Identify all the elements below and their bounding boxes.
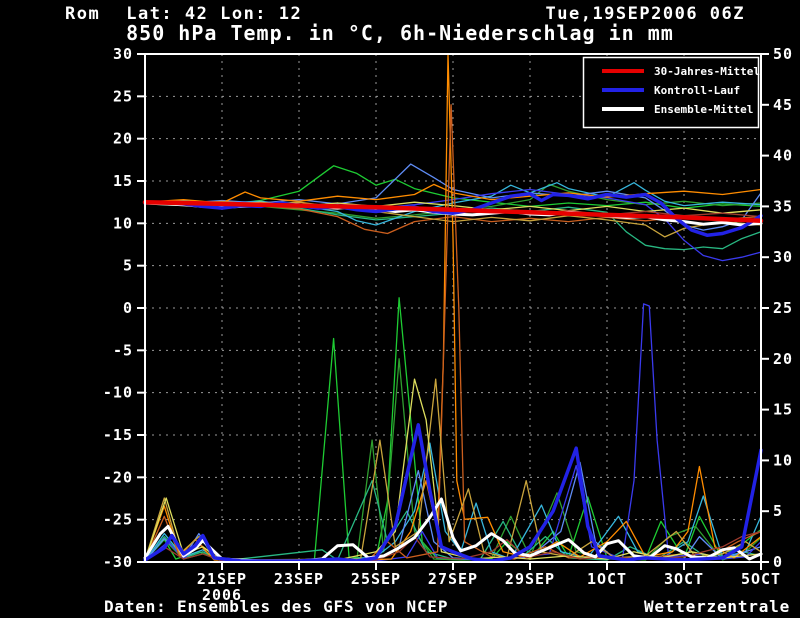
axis-label: -15 — [103, 426, 133, 444]
axis-label: -30 — [103, 553, 133, 571]
axis-label: 3OCT — [664, 570, 704, 588]
series-member-sky-blue-temp — [144, 163, 762, 231]
legend-label: Ensemble-Mittel — [654, 103, 753, 116]
axis-label: 25 — [773, 299, 793, 317]
axis-label: 5 — [123, 257, 133, 275]
axis-label: 29SEP — [505, 570, 555, 588]
axis-label: -5 — [113, 341, 133, 359]
legend-label: 30-Jahres-Mittel — [654, 65, 760, 78]
axis-label: 5OCT — [741, 570, 781, 588]
legend-label: Kontroll-Lauf — [654, 84, 740, 97]
axis-label: 25 — [113, 87, 133, 105]
axis-label: 1OCT — [587, 570, 627, 588]
location-name: Rom — [65, 4, 101, 24]
axis-label: 21SEP — [197, 570, 247, 588]
axis-label: 15 — [773, 401, 793, 419]
axis-label: 30 — [773, 248, 793, 266]
series-member-bright-green-temp — [144, 165, 762, 209]
page-title: 850 hPa Temp. in °C, 6h-Niederschlag in … — [126, 21, 674, 45]
axis-label: 10 — [773, 451, 793, 469]
axis-label: 50 — [773, 45, 793, 63]
axis-label: 23SEP — [274, 570, 324, 588]
axis-label: 30 — [113, 45, 133, 63]
axis-label: -20 — [103, 468, 133, 486]
axis-label: 45 — [773, 96, 793, 114]
header-location: Rom Lat: 42 Lon: 12 — [65, 4, 302, 24]
series-kontroll-lauf-niederschlag — [143, 423, 763, 563]
series-30-jahres-mittel-temp — [142, 199, 764, 224]
axis-label: -25 — [103, 511, 133, 529]
axis-label: 40 — [773, 147, 793, 165]
axis-label: 10 — [113, 214, 133, 232]
axis-label: 0 — [123, 299, 133, 317]
axis-label: 0 — [773, 553, 783, 571]
axis-label: 27SEP — [428, 570, 478, 588]
axis-label: 5 — [773, 502, 783, 520]
axis-label: 25SEP — [351, 570, 401, 588]
footer-data-source: Daten: Ensembles des GFS von NCEP — [104, 597, 449, 616]
axis-label: 35 — [773, 197, 793, 215]
footer-brand: Wetterzentrale — [643, 597, 790, 616]
header-run-datetime: Tue,19SEP2006 06Z — [545, 4, 745, 24]
axis-label: -10 — [103, 384, 133, 402]
series-member-bright-green-precip — [144, 297, 762, 562]
series-member-sea-green-precip — [144, 480, 762, 562]
axis-label: 2006 — [202, 586, 242, 604]
location-coords: Lat: 42 Lon: 12 — [126, 4, 303, 24]
axis-label: 15 — [113, 172, 133, 190]
axis-label: 20 — [113, 130, 133, 148]
axis-label: 20 — [773, 350, 793, 368]
